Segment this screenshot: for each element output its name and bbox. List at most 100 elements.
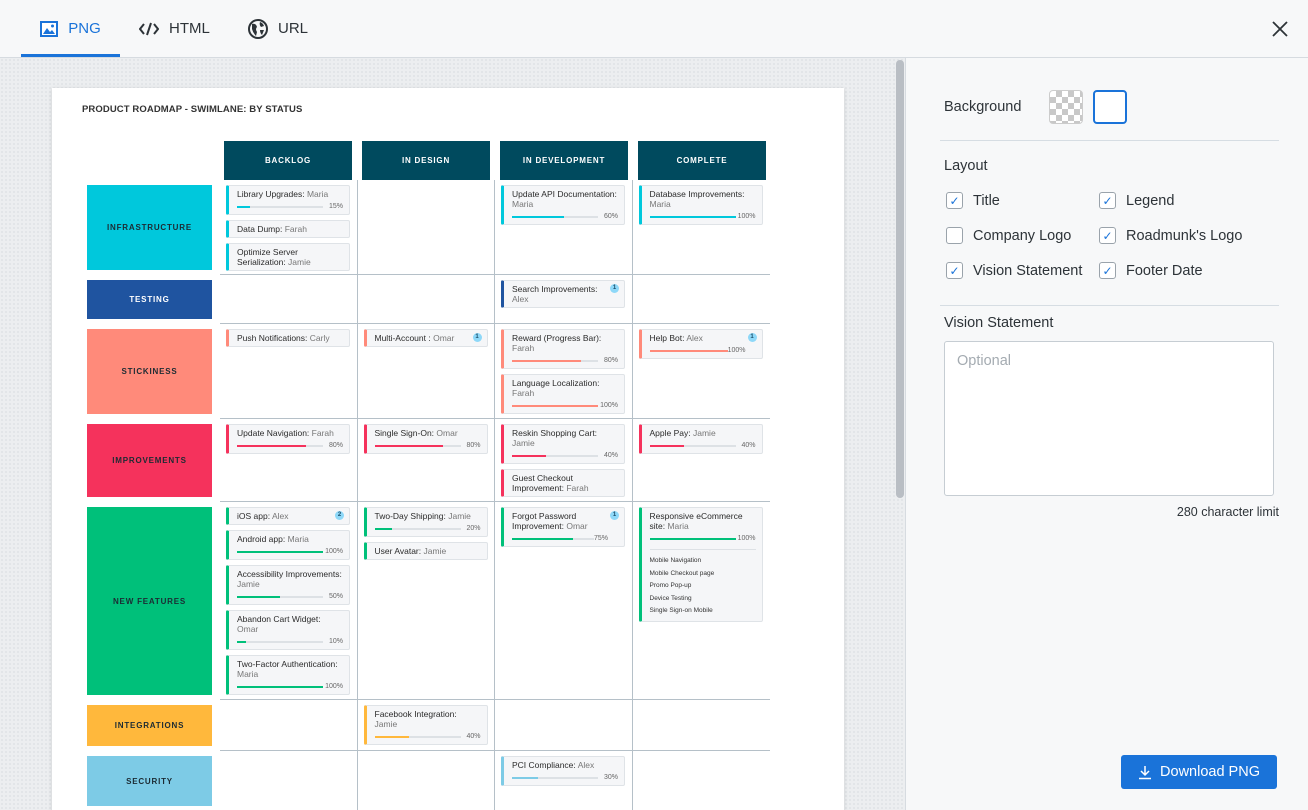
swimlane-cell [220,751,358,810]
roadmap-item-card[interactable]: Update API Documentation: Maria 60% [501,185,625,225]
close-icon[interactable] [1270,19,1290,39]
roadmap-item-card[interactable]: Library Upgrades: Maria 15% [226,185,350,215]
download-png-button[interactable]: Download PNG [1121,755,1277,789]
roadmap-item-card[interactable]: iOS app: Alex 2 [226,507,350,525]
tab-url[interactable]: URL [248,0,308,57]
swimlane-row: IMPROVEMENTS Update Navigation: Farah 80% S… [87,419,770,502]
progress-percent: 80% [603,356,618,364]
checkbox-checked-icon[interactable]: ✓ [1099,262,1116,279]
item-owner: Maria [306,189,329,199]
progress-track [237,685,323,688]
roadmap-item-card[interactable]: Facebook Integration: Jamie 40% [363,705,488,745]
roadmap-item-card[interactable]: Optimize Server Serialization: Jamie [226,243,350,271]
roadmap-item-card[interactable]: Help Bot: Alex 1 100% [638,329,763,359]
progress-percent: 40% [466,732,481,740]
progress-percent: 20% [466,524,481,532]
roadmap-item-card[interactable]: Data Dump: Farah [226,220,350,238]
item-title: Data Dump: [237,224,283,234]
checkbox-checked-icon[interactable]: ✓ [1099,227,1116,244]
checkbox-unchecked-icon[interactable] [946,227,963,244]
checkbox-legend[interactable]: ✓ Legend [1099,192,1174,209]
progress-track [374,527,461,530]
checkbox-checked-icon[interactable]: ✓ [946,262,963,279]
column-header-backlog: BACKLOG [224,141,352,180]
swimlane-label[interactable]: TESTING [87,280,212,319]
swimlane-label[interactable]: SECURITY [87,756,212,806]
progress-bar: 100% [512,401,618,410]
roadmap-item-card[interactable]: Accessibility Improvements: Jamie 50% [226,565,350,605]
checkbox-checked-icon[interactable]: ✓ [946,192,963,209]
roadmap-item-card[interactable]: Abandon Cart Widget: Omar 10% [226,610,350,650]
swimlane-row: INFRASTRUCTURE Library Upgrades: Maria 15%… [87,180,770,275]
roadmap-item-card[interactable]: Reskin Shopping Cart: Jamie 40% [501,424,625,464]
progress-track [512,537,594,540]
progress-bar: 10% [237,637,343,646]
roadmap-item-card[interactable]: Two-Factor Authentication: Maria 100% [226,655,350,695]
roadmap-item-card[interactable]: PCI Compliance: Alex 30% [501,756,625,786]
item-title: Responsive eCommerce site: [649,511,743,531]
roadmap-item-card[interactable]: Two-Day Shipping: Jamie 20% [363,507,488,537]
item-owner: Omar [436,428,458,438]
item-owner: Maria [287,534,309,544]
white-background-swatch[interactable] [1093,90,1127,124]
swimlane-cell: Forgot Password Improvement: Omar 1 75% [495,502,633,700]
swimlane-label[interactable]: NEW FEATURES [87,507,212,695]
checkbox-vision-statement[interactable]: ✓ Vision Statement [946,262,1082,279]
item-owner: Jamie [512,438,535,448]
checkbox-title[interactable]: ✓ Title [946,192,1000,209]
roadmap-item-card[interactable]: Database Improvements: Maria 100% [638,185,763,225]
progress-percent: 100% [325,682,343,690]
swimlane-label[interactable]: IMPROVEMENTS [87,424,212,497]
item-owner: Omar [433,333,455,343]
tab-png[interactable]: PNG [21,0,120,57]
progress-track [374,735,461,738]
progress-bar: 100% [237,547,343,556]
download-icon [1139,765,1152,779]
progress-bar: 80% [374,441,481,450]
item-owner: Alex [577,760,595,770]
roadmap-item-card[interactable]: Forgot Password Improvement: Omar 1 75% [501,507,625,547]
tab-html[interactable]: HTML [139,0,210,57]
progress-bar: 80% [237,441,343,450]
roadmap-item-card[interactable]: Single Sign-On: Omar 80% [363,424,488,454]
swimlane-cell [358,275,495,324]
roadmap-item-card[interactable]: Reward (Progress Bar): Farah 80% [501,329,625,369]
checkbox-checked-icon[interactable]: ✓ [1099,192,1116,209]
roadmap-item-card[interactable]: Language Localization: Farah 100% [501,374,625,414]
checkbox-roadmunk-s-logo[interactable]: ✓ Roadmunk's Logo [1099,227,1242,244]
roadmap-item-card[interactable]: Push Notifications: Carly [226,329,350,347]
preview-scrollbar[interactable] [896,60,904,498]
item-title: Library Upgrades: [237,189,305,199]
progress-fill [512,404,598,407]
column-headers: BACKLOG IN DESIGN IN DEVELOPMENT COMPLETE [224,141,776,180]
progress-fill [374,444,444,447]
progress-track [649,215,736,218]
item-title: User Avatar: [374,546,422,556]
roadmap-item-card[interactable]: User Avatar: Jamie [363,542,488,560]
column-header-complete: COMPLETE [638,141,766,180]
roadmap-item-card[interactable]: Responsive eCommerce site: Maria 100% Mobi… [638,507,763,622]
progress-fill [512,454,547,457]
checkbox-label: Vision Statement [973,262,1083,279]
checkbox-company-logo[interactable]: Company Logo [946,227,1071,244]
sub-item: Promo Pop-up [649,582,692,589]
column-header-in-development: IN DEVELOPMENT [500,141,628,180]
checkbox-footer-date[interactable]: ✓ Footer Date [1099,262,1203,279]
transparent-background-swatch[interactable] [1049,90,1083,124]
item-owner: Carly [309,333,330,343]
vision-statement-input[interactable] [944,341,1274,496]
roadmap-item-card[interactable]: Guest Checkout Improvement: Farah [501,469,625,497]
sub-item: Single Sign-on Mobile [649,607,713,614]
swimlane-cell [358,180,495,275]
swimlane-label[interactable]: INTEGRATIONS [87,705,212,746]
roadmap-item-card[interactable]: Android app: Maria 100% [226,530,350,560]
item-owner: Omar [566,521,588,531]
progress-track [237,444,323,447]
swimlane-label[interactable]: STICKINESS [87,329,212,414]
roadmap-item-card[interactable]: Search Improvements: Alex 1 [501,280,625,308]
roadmap-item-card[interactable]: Apple Pay: Jamie 40% [638,424,763,454]
item-title: Optimize Server Serialization: [237,247,298,267]
swimlane-label[interactable]: INFRASTRUCTURE [87,185,212,270]
roadmap-item-card[interactable]: Multi-Account : Omar 1 [363,329,488,347]
roadmap-item-card[interactable]: Update Navigation: Farah 80% [226,424,350,454]
